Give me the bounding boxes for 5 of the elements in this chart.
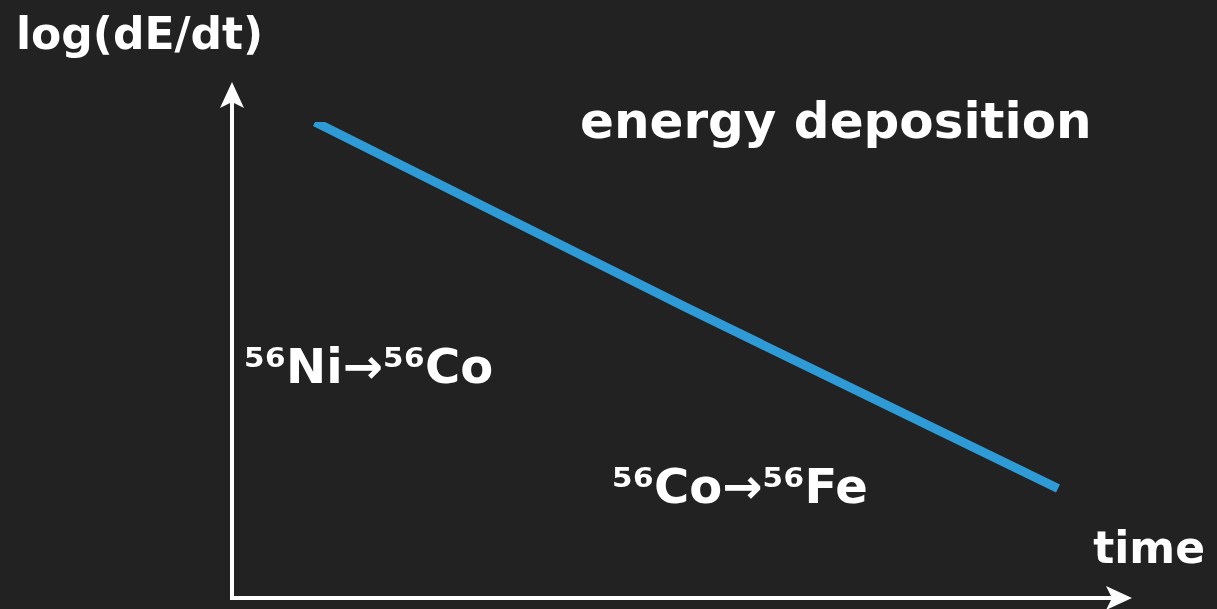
y-axis-title: log(dE/dt) (16, 8, 264, 59)
x-axis-title: time (1093, 522, 1205, 573)
annotation: ⁵⁶Co→⁵⁶Fe (612, 458, 868, 514)
annotation: energy deposition (580, 92, 1092, 150)
annotation: ⁵⁶Ni→⁵⁶Co (244, 338, 494, 394)
